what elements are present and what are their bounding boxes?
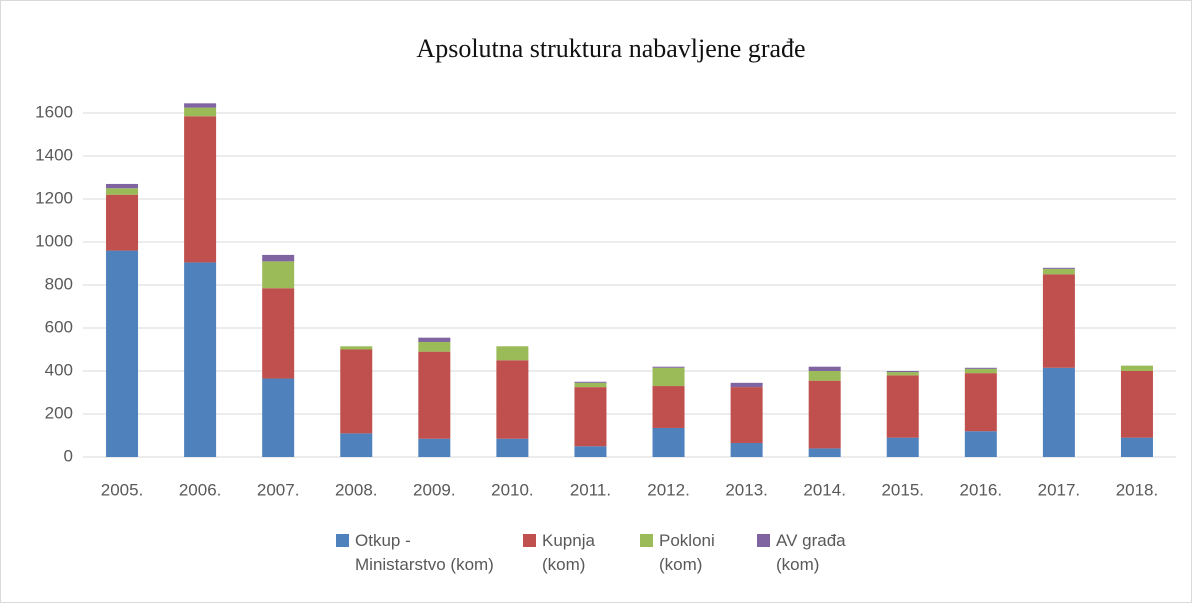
bar-segment bbox=[184, 107, 217, 117]
bar-segment bbox=[574, 382, 607, 388]
x-tick-label: 2016. bbox=[960, 480, 1003, 499]
legend-item: Kupnja (kom) bbox=[523, 529, 622, 577]
legend-swatch bbox=[640, 534, 653, 547]
bar-segment bbox=[184, 116, 217, 263]
x-tick-label: 2011. bbox=[570, 480, 611, 499]
bar-segment bbox=[1042, 268, 1075, 275]
x-tick-label: 2008. bbox=[335, 480, 378, 499]
bar-segment bbox=[652, 427, 685, 457]
bar-segment bbox=[574, 381, 607, 383]
y-tick-label: 1600 bbox=[35, 102, 73, 121]
bar-segment bbox=[340, 433, 373, 457]
x-tick-label: 2018. bbox=[1116, 480, 1159, 499]
bar-segment bbox=[184, 103, 217, 108]
legend-label: AV građa (kom) bbox=[776, 531, 846, 574]
bar-segment bbox=[1120, 437, 1153, 457]
bar-segment bbox=[1120, 371, 1153, 438]
y-tick-label: 200 bbox=[45, 403, 73, 422]
bar-segment bbox=[886, 437, 919, 457]
legend-item: AV građa (kom) bbox=[757, 529, 856, 577]
legend-swatch bbox=[757, 534, 770, 547]
bar-segment bbox=[106, 188, 139, 195]
y-tick-label: 1200 bbox=[35, 188, 73, 207]
bar-segment bbox=[496, 438, 529, 457]
bar-segment bbox=[418, 438, 451, 457]
bar-segment bbox=[886, 375, 919, 438]
bar-segment bbox=[730, 443, 763, 457]
legend-label: Otkup - Ministarstvo (kom) bbox=[355, 531, 494, 574]
bar-segment bbox=[1042, 267, 1075, 269]
bar-segment bbox=[808, 371, 841, 381]
bar-segment bbox=[886, 372, 919, 376]
bar-segment bbox=[418, 351, 451, 439]
x-tick-label: 2009. bbox=[413, 480, 456, 499]
chart-title: Apsolutna struktura nabavljene građe bbox=[416, 34, 805, 63]
legend-label: Kupnja (kom) bbox=[542, 531, 595, 574]
bar-segment bbox=[340, 349, 373, 434]
x-tick-label: 2015. bbox=[881, 480, 924, 499]
x-tick-label: 2005. bbox=[101, 480, 144, 499]
y-tick-label: 800 bbox=[45, 274, 73, 293]
bar-segment bbox=[106, 194, 139, 251]
bar-segment bbox=[574, 446, 607, 457]
bar-segment bbox=[1042, 274, 1075, 368]
bar-segment bbox=[652, 366, 685, 368]
bar-segment bbox=[808, 366, 841, 371]
bar-segment bbox=[808, 448, 841, 457]
bar-segment bbox=[730, 387, 763, 444]
x-tick-label: 2013. bbox=[725, 480, 768, 499]
legend-swatch bbox=[336, 534, 349, 547]
bar-segment bbox=[496, 360, 529, 439]
bar-segment bbox=[964, 367, 997, 369]
bar-segment bbox=[964, 431, 997, 457]
bar-segment bbox=[574, 387, 607, 447]
y-tick-label: 0 bbox=[64, 446, 73, 465]
y-tick-label: 400 bbox=[45, 360, 73, 379]
bar-segment bbox=[262, 254, 295, 262]
bar-segment bbox=[184, 262, 217, 457]
x-tick-label: 2010. bbox=[491, 480, 534, 499]
bar-segment bbox=[652, 386, 685, 428]
bar-segment bbox=[1120, 365, 1153, 371]
bar-segment bbox=[886, 371, 919, 373]
bar-segment bbox=[808, 380, 841, 449]
x-tick-label: 2017. bbox=[1038, 480, 1081, 499]
bar-segment bbox=[496, 346, 529, 361]
x-tick-label: 2012. bbox=[647, 480, 690, 499]
bar-segment bbox=[262, 261, 295, 289]
legend-label: Pokloni (kom) bbox=[659, 531, 715, 574]
x-tick-label: 2006. bbox=[179, 480, 222, 499]
y-tick-label: 600 bbox=[45, 317, 73, 336]
bar-segment bbox=[730, 382, 763, 388]
bar-segment bbox=[964, 368, 997, 374]
y-tick-label: 1400 bbox=[35, 145, 73, 164]
bar-segment bbox=[652, 367, 685, 387]
y-tick-label: 1000 bbox=[35, 231, 73, 250]
x-tick-label: 2007. bbox=[257, 480, 300, 499]
bar-segment bbox=[340, 346, 373, 350]
legend: Otkup - Ministarstvo (kom) Kupnja (kom) Po… bbox=[1, 529, 1191, 577]
bar-segment bbox=[418, 337, 451, 342]
bar-segment bbox=[262, 288, 295, 379]
bar-segment bbox=[106, 183, 139, 189]
legend-item: Otkup - Ministarstvo (kom) bbox=[336, 529, 505, 577]
legend-item: Pokloni (kom) bbox=[640, 529, 739, 577]
x-tick-label: 2014. bbox=[803, 480, 846, 499]
bar-segment bbox=[262, 378, 295, 457]
bar-segment bbox=[1042, 367, 1075, 457]
bar-segment bbox=[106, 250, 139, 457]
bar-segment bbox=[964, 373, 997, 432]
bar-segment bbox=[418, 341, 451, 352]
legend-swatch bbox=[523, 534, 536, 547]
